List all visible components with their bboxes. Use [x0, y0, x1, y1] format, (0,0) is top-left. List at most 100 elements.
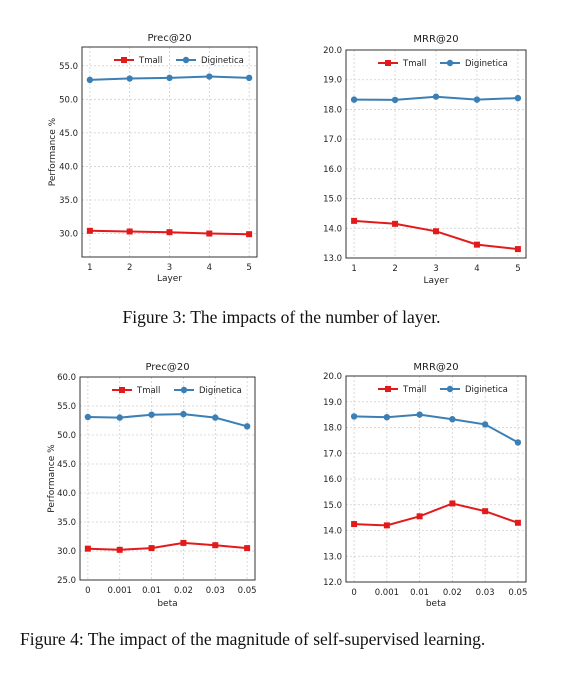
chart-title: MRR@20 — [413, 362, 458, 373]
legend-marker — [180, 386, 188, 394]
y-tick-label: 15.0 — [323, 501, 342, 511]
series-line-diginetica — [354, 413, 519, 444]
y-tick-label: 20.0 — [323, 372, 342, 382]
y-tick-label: 16.0 — [323, 165, 342, 175]
y-tick-label: 40.0 — [57, 489, 76, 499]
x-tick-label: 0.01 — [142, 586, 161, 596]
data-point-tmall — [351, 217, 358, 224]
data-point-diginetica — [84, 413, 92, 421]
data-point-tmall — [116, 546, 123, 553]
data-point-tmall — [449, 500, 456, 507]
data-point-tmall — [416, 513, 423, 520]
x-axis-label: Layer — [157, 274, 182, 284]
x-tick-label: 5 — [515, 264, 520, 274]
data-point-diginetica — [180, 410, 187, 418]
data-point-tmall — [383, 522, 390, 529]
x-tick-label: 2 — [392, 264, 397, 274]
x-tick-label: 2 — [127, 263, 132, 273]
x-tick-label: 0 — [85, 586, 90, 596]
data-point-tmall — [212, 542, 219, 549]
y-tick-label: 18.0 — [323, 105, 342, 115]
legend-label: Tmall — [402, 59, 426, 69]
data-point-diginetica — [514, 94, 522, 102]
chart-title: Prec@20 — [145, 362, 189, 373]
data-point-tmall — [166, 229, 173, 236]
y-tick-label: 19.0 — [323, 398, 342, 408]
data-point-diginetica — [243, 423, 251, 430]
data-point-tmall — [514, 519, 521, 526]
data-point-diginetica — [116, 414, 123, 421]
legend-marker — [121, 57, 127, 63]
series-line-diginetica — [87, 413, 248, 428]
y-tick-label: 40.0 — [59, 162, 78, 172]
data-point-diginetica — [383, 414, 391, 421]
legend-label: Diginetica — [465, 385, 508, 395]
y-tick-label: 45.0 — [59, 129, 78, 139]
figure-4-caption: Figure 4: The impact of the magnitude of… — [20, 629, 486, 649]
x-tick-label: 0.05 — [508, 588, 527, 598]
data-point-diginetica — [350, 413, 358, 420]
y-axis-label: Performance % — [48, 117, 58, 186]
y-tick-label: 35.0 — [57, 518, 76, 528]
data-point-diginetica — [449, 416, 456, 423]
chart-mrr20-layer: 13.0 14.0 15.0 16.0 17.0 18.0 19.0 20.0 1 2 3 4 5 MRR… — [323, 34, 527, 286]
data-point-diginetica — [391, 96, 399, 104]
data-point-tmall — [473, 241, 480, 248]
x-tick-label: 0.03 — [476, 588, 495, 598]
data-point-tmall — [514, 246, 521, 253]
legend-marker — [119, 387, 125, 393]
x-axis-label: Layer — [423, 276, 448, 286]
data-point-diginetica — [212, 414, 219, 421]
plot-frame — [79, 376, 256, 581]
data-point-diginetica — [86, 76, 94, 84]
x-tick-label: 1 — [351, 264, 356, 274]
legend-marker — [446, 59, 454, 67]
y-tick-label: 25.0 — [57, 576, 76, 586]
legend-label: Diginetica — [199, 386, 242, 396]
y-tick-label: 60.0 — [57, 373, 76, 383]
x-tick-label: 4 — [474, 264, 479, 274]
x-axis-label: beta — [157, 599, 177, 609]
data-point-tmall — [148, 545, 155, 552]
y-tick-label: 15.0 — [323, 195, 342, 205]
y-axis-label: Performance % — [47, 444, 57, 513]
plot-frame — [345, 49, 527, 259]
data-point-diginetica — [245, 74, 253, 82]
y-tick-label: 14.0 — [323, 527, 342, 537]
y-tick-label: 17.0 — [323, 135, 342, 145]
legend-label: Tmall — [402, 385, 426, 395]
y-tick-label: 14.0 — [323, 224, 342, 234]
data-point-diginetica — [432, 93, 440, 100]
data-point-diginetica — [206, 73, 213, 80]
plot-frame — [345, 375, 527, 583]
figure-3-caption: Figure 3: The impacts of the number of l… — [122, 307, 441, 327]
data-point-diginetica — [514, 439, 522, 446]
data-point-tmall — [86, 227, 93, 234]
data-point-diginetica — [126, 75, 133, 82]
data-point-tmall — [433, 228, 439, 235]
plot-frame — [81, 46, 258, 258]
legend-marker — [446, 385, 454, 393]
x-tick-label: 1 — [87, 263, 92, 273]
chart-title: MRR@20 — [413, 34, 458, 45]
data-point-tmall — [206, 230, 213, 237]
data-point-tmall — [392, 220, 399, 227]
x-tick-label: 0 — [351, 588, 356, 598]
y-tick-label: 17.0 — [323, 449, 342, 459]
chart-prec20-beta: 25.0 30.0 35.0 40.0 45.0 50.0 55.0 60.0 0 0.001 0.… — [47, 362, 257, 609]
data-point-tmall — [482, 508, 489, 515]
data-point-tmall — [246, 231, 253, 238]
y-tick-label: 50.0 — [57, 431, 76, 441]
x-tick-label: 0.01 — [410, 588, 429, 598]
chart-prec20-layer: 30.0 35.0 40.0 45.0 50.0 55.0 1 2 3 4 5 Prec@20 Laye… — [48, 33, 258, 284]
data-point-tmall — [126, 228, 133, 235]
legend-marker — [385, 60, 391, 66]
chart-mrr20-beta: 12.0 13.0 14.0 15.0 16.0 17.0 18.0 19.0 20.0 0 0.0… — [323, 362, 527, 609]
data-point-diginetica — [148, 411, 155, 418]
y-tick-label: 35.0 — [59, 196, 78, 206]
legend-marker — [182, 56, 190, 64]
legend-marker — [385, 386, 391, 392]
y-tick-label: 13.0 — [323, 254, 342, 264]
x-tick-label: 3 — [167, 263, 172, 273]
y-tick-label: 30.0 — [59, 230, 78, 240]
